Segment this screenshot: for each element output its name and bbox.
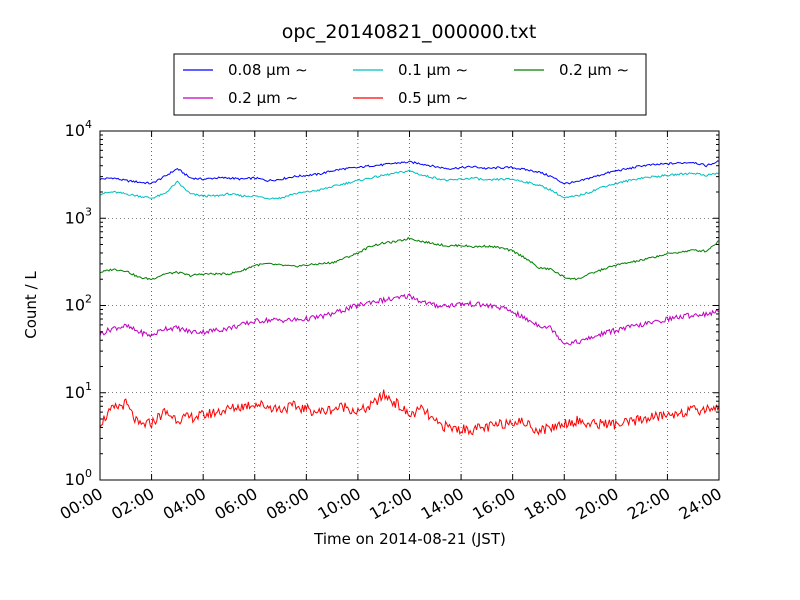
series-line [99,236,720,281]
legend-label: 0.1 μm ∼ [398,61,468,79]
series-layer [99,160,720,436]
legend-box [173,53,647,116]
y-tick-label: 100 [65,467,92,489]
legend-label: 0.2 μm ∼ [228,89,298,107]
y-tick-base: 10 [65,296,85,315]
y-tick-exponent: 2 [85,293,92,306]
y-tick-base: 10 [65,121,85,140]
y-tick-label: 101 [65,380,92,402]
y-tick-base: 10 [65,383,85,402]
x-axis-label: Time on 2014-08-21 (JST) [313,530,506,548]
y-tick-exponent: 3 [85,205,92,218]
y-tick-exponent: 1 [85,380,92,393]
series-line [99,389,720,436]
y-tick-label: 103 [65,205,92,227]
legend-label: 0.5 μm ∼ [398,89,468,107]
legend-label: 0.2 μm ∼ [559,61,629,79]
y-tick-label: 104 [65,118,92,140]
y-tick-exponent: 4 [85,118,92,131]
y-tick-base: 10 [65,470,85,489]
series-line [99,293,720,346]
y-tick-base: 10 [65,208,85,227]
series-line [99,169,720,200]
legend-label: 0.08 μm ∼ [228,61,308,79]
series-line [99,160,720,185]
y-axis-label: Count / L [22,271,40,339]
y-tick-label: 102 [65,293,92,315]
legend: 0.08 μm ∼ 0.1 μm ∼ 0.2 μm ∼ 0.2 μm ∼ 0.5 μm … [173,53,647,116]
chart-title: opc_20140821_000000.txt [282,21,537,43]
y-tick-exponent: 0 [85,467,92,480]
